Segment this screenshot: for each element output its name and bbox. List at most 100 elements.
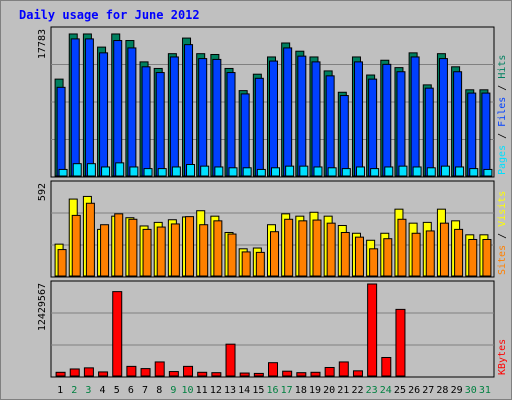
pages-bar <box>327 167 337 177</box>
legend-entry: / <box>497 127 508 145</box>
kbytes-bar <box>168 371 179 377</box>
x-tick-label: 4 <box>100 385 106 396</box>
legend-entry: KBytes <box>497 339 508 375</box>
sites-bar <box>326 222 336 277</box>
sites-bar <box>482 238 492 277</box>
sites-bar <box>411 232 421 277</box>
panel-frame <box>50 280 495 378</box>
kbytes-bar <box>211 372 222 377</box>
files-bar <box>438 58 448 177</box>
files-bar <box>169 56 179 177</box>
x-tick-label: 16 <box>266 385 278 396</box>
kbytes-bar <box>112 291 123 377</box>
kbytes-bar <box>367 283 378 377</box>
files-bar <box>396 71 406 177</box>
files-bar <box>198 58 208 177</box>
files-bar <box>212 58 222 177</box>
pages-bar <box>242 167 252 177</box>
x-tick-label: 30 <box>465 385 477 396</box>
sites-bar <box>255 251 265 277</box>
files-bar <box>240 93 250 177</box>
kbytes-bar <box>126 365 137 377</box>
sites-bar <box>170 223 180 277</box>
x-tick-label: 22 <box>351 385 363 396</box>
kbytes-bar <box>395 308 406 377</box>
x-tick-label: 21 <box>337 385 349 396</box>
pages-bar <box>143 168 153 177</box>
x-tick-label: 11 <box>196 385 208 396</box>
pages-bar <box>384 166 394 177</box>
pages-bar <box>228 167 238 177</box>
sites-bar <box>312 219 322 277</box>
files-bar <box>155 72 165 177</box>
sites-bar <box>369 248 379 277</box>
x-tick-label: 19 <box>309 385 321 396</box>
x-tick-label: 7 <box>142 385 148 396</box>
pages-bar <box>214 166 224 177</box>
kbytes-bar <box>140 368 151 377</box>
sites-bar <box>114 213 124 277</box>
ymax-label: 12429567 <box>37 283 48 331</box>
kbytes-bar <box>69 368 80 377</box>
x-tick-label: 15 <box>252 385 264 396</box>
ymax-label: 17783 <box>37 29 48 59</box>
x-tick-label: 27 <box>422 385 434 396</box>
files-bar <box>113 40 123 177</box>
legend-entry: Hits <box>497 55 508 79</box>
sites-bar <box>397 218 407 277</box>
sites-bar <box>454 228 464 277</box>
x-tick-label: 12 <box>210 385 222 396</box>
x-tick-label: 13 <box>224 385 236 396</box>
kbytes-bar <box>268 362 278 377</box>
pages-bar <box>426 167 436 177</box>
files-bar <box>481 92 491 177</box>
x-tick-label: 18 <box>295 385 307 396</box>
pages-bar <box>440 165 450 177</box>
x-tick-label: 2 <box>71 385 77 396</box>
kbytes-bar <box>154 361 165 377</box>
pages-bar <box>86 163 96 177</box>
x-tick-label: 10 <box>182 385 194 396</box>
sites-bar <box>270 231 279 277</box>
files-bar <box>141 66 151 177</box>
kbytes-bar <box>83 367 94 377</box>
files-bar <box>325 75 335 177</box>
files-bar <box>269 60 278 177</box>
pages-bar <box>186 164 196 177</box>
x-tick-label: 17 <box>281 385 293 396</box>
kbytes-bar <box>55 371 66 377</box>
files-bar <box>297 55 307 177</box>
files-bar <box>127 47 137 177</box>
files-bar <box>56 86 66 177</box>
x-tick-label: 31 <box>479 385 491 396</box>
sites-bar <box>185 216 195 277</box>
pages-bar <box>101 166 111 177</box>
kbytes-bar <box>197 371 208 377</box>
pages-bar <box>157 168 167 177</box>
legend-entry: Pages <box>497 145 508 175</box>
x-tick-label: 3 <box>85 385 91 396</box>
kbytes-bar <box>296 372 307 377</box>
x-tick-label: 24 <box>380 385 392 396</box>
files-bar <box>184 44 194 177</box>
sites-bar <box>128 218 138 277</box>
pages-bar <box>72 163 82 177</box>
sites-bar <box>71 214 81 277</box>
pages-bar <box>341 168 351 177</box>
x-tick-label: 9 <box>170 385 176 396</box>
sites-bar <box>213 220 223 277</box>
x-tick-label: 14 <box>238 385 250 396</box>
x-tick-label: 5 <box>114 385 120 396</box>
legend-entry: / <box>497 227 508 245</box>
files-bar <box>226 72 236 177</box>
x-tick-label: 8 <box>156 385 162 396</box>
sites-bar <box>340 231 350 277</box>
sites-bar <box>354 236 364 277</box>
x-tick-label: 29 <box>451 385 463 396</box>
kbytes-bar <box>225 343 236 377</box>
pages-bar <box>299 165 309 177</box>
sites-bar <box>57 249 67 277</box>
ymax-label: 592 <box>37 183 48 201</box>
pages-bar <box>412 166 422 177</box>
